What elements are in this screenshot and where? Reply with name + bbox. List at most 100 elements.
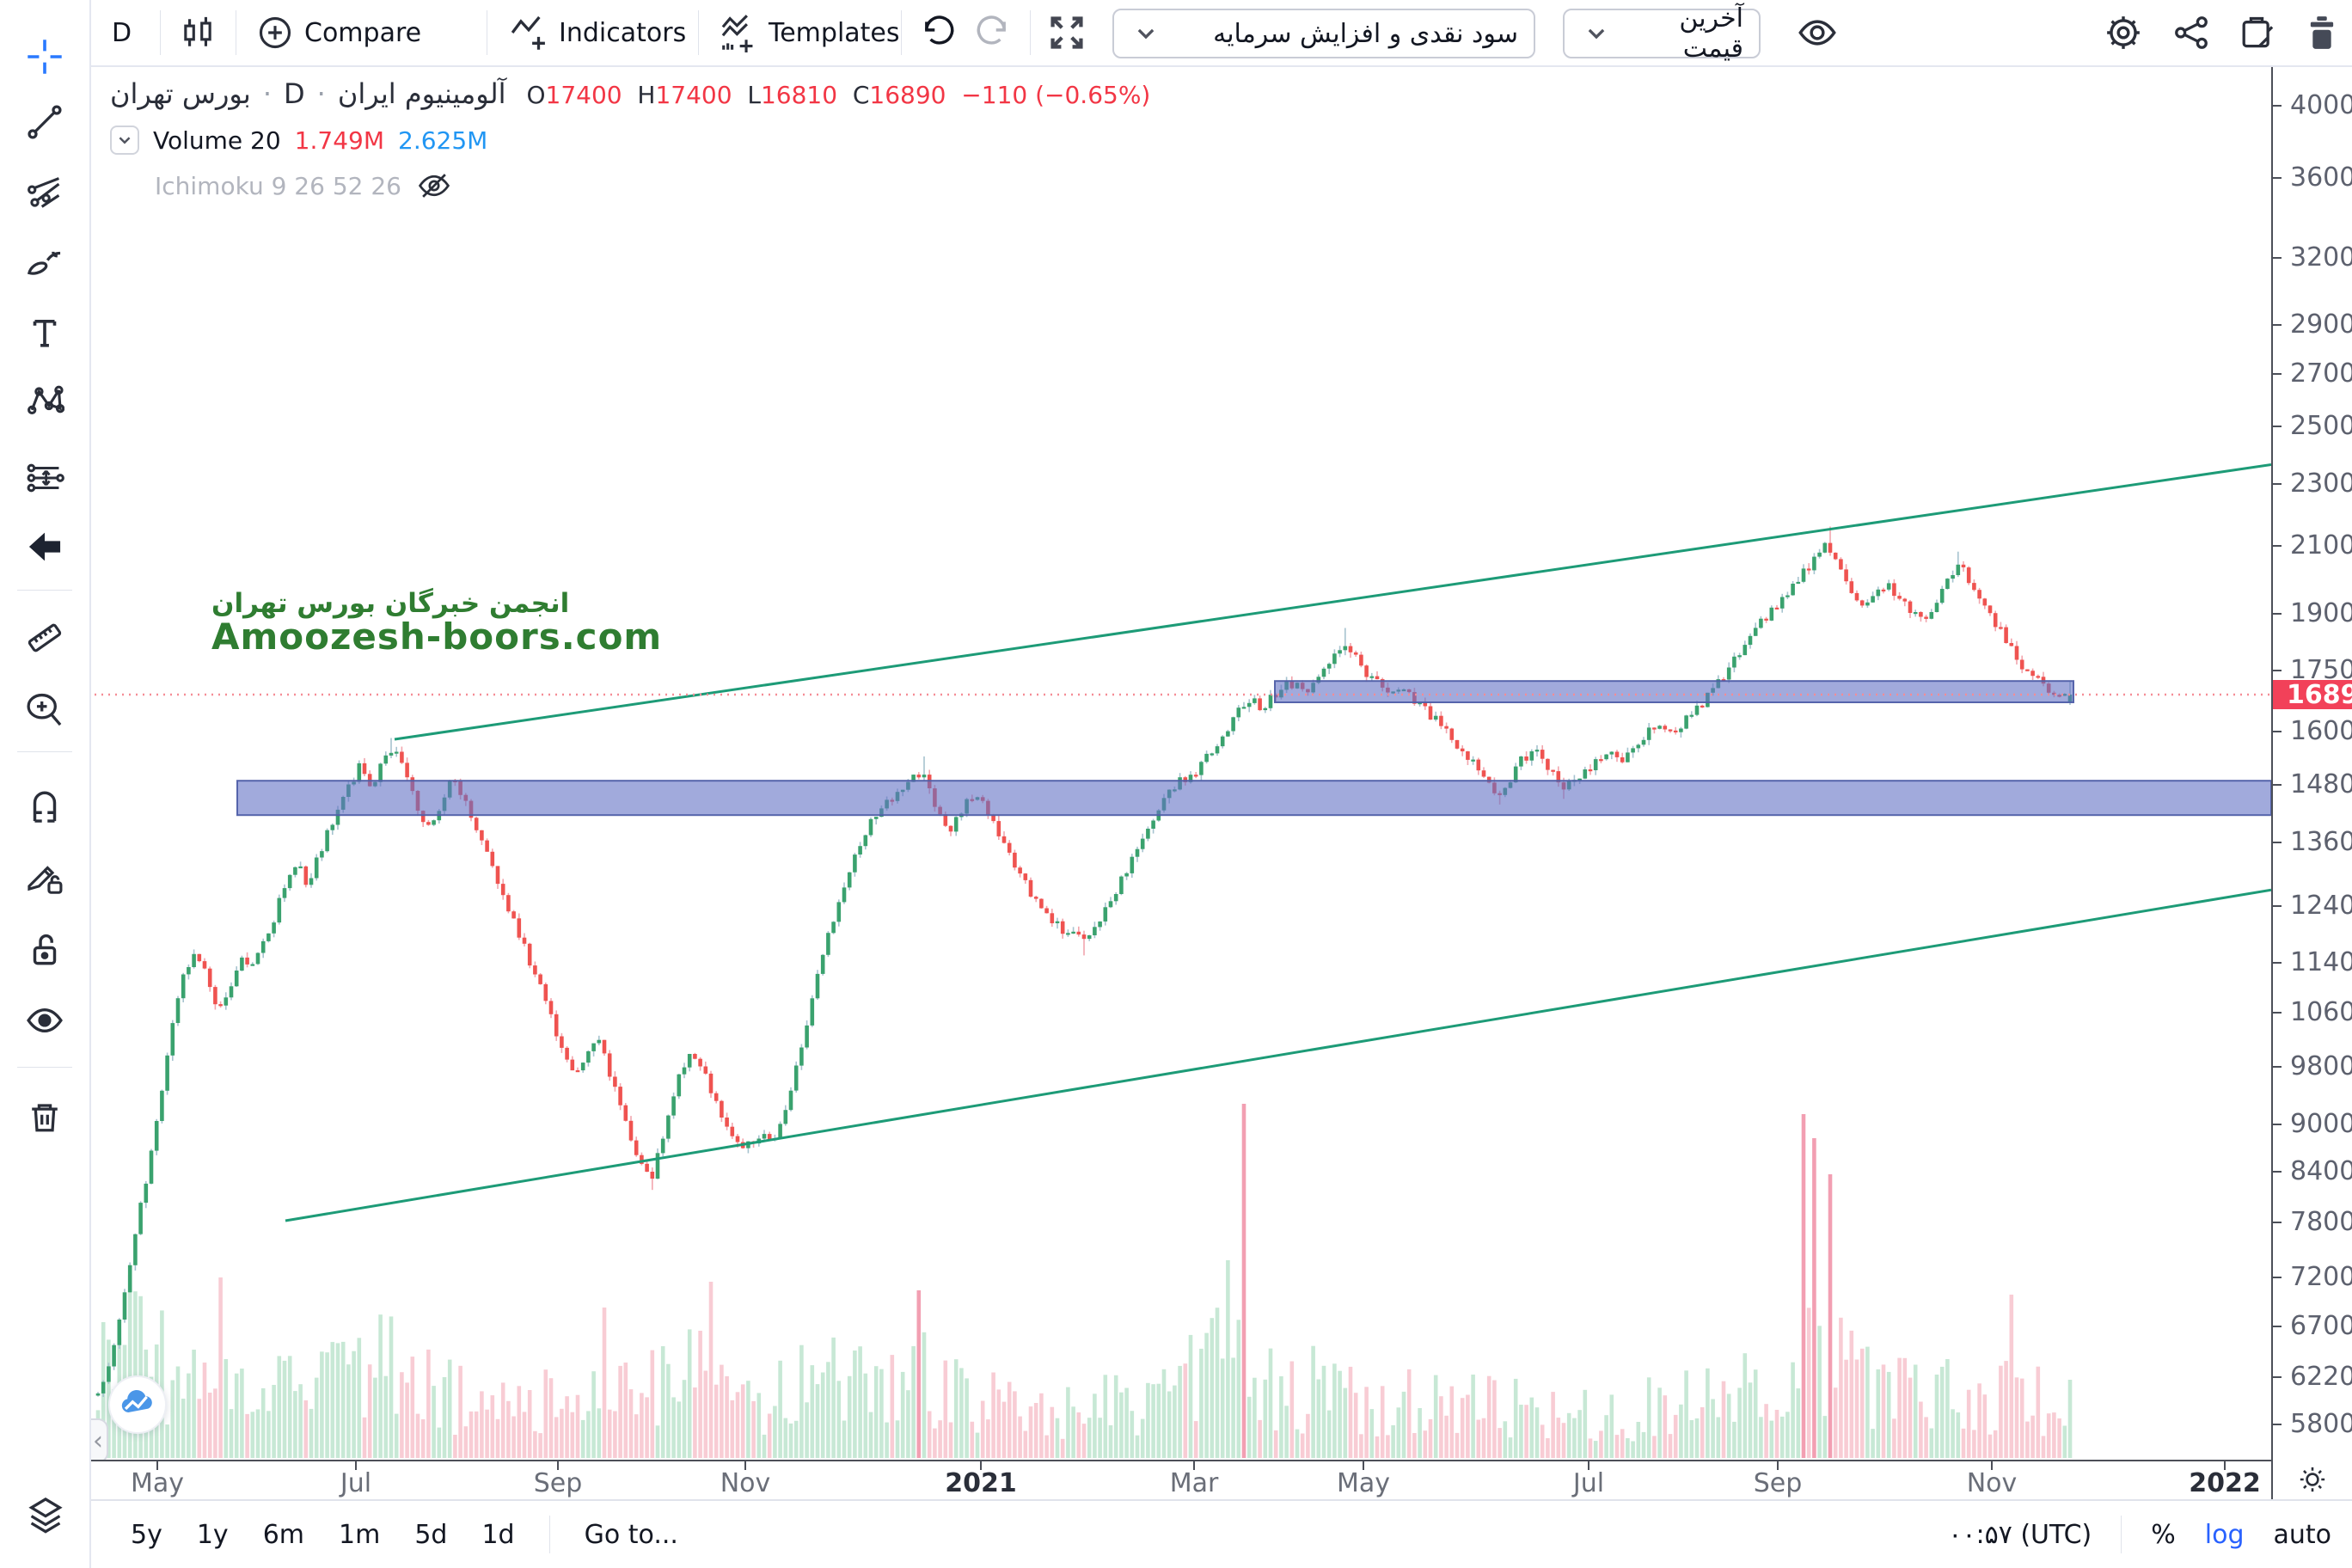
projection-tool-icon[interactable] <box>22 456 67 500</box>
text-tool-icon[interactable] <box>22 310 67 355</box>
hide-drawings-eye-icon[interactable] <box>22 998 67 1043</box>
range-button-6m[interactable]: 6m <box>262 1519 304 1550</box>
candle-body <box>1013 852 1017 868</box>
volume-bar <box>948 1422 953 1458</box>
volume-bar <box>1050 1406 1055 1458</box>
volume-bar <box>1706 1368 1710 1458</box>
goto-button[interactable]: Go to... <box>584 1519 678 1550</box>
trend-line[interactable] <box>394 463 2271 741</box>
undo-button[interactable] <box>920 0 958 65</box>
auto-scale-button[interactable]: auto <box>2273 1519 2331 1550</box>
candle-body <box>1204 753 1209 763</box>
lock-all-icon[interactable] <box>22 928 67 972</box>
drawing-lock-icon[interactable] <box>22 855 67 900</box>
volume-bar <box>815 1384 820 1458</box>
zoom-in-tool-icon[interactable] <box>22 687 67 732</box>
volume-bar <box>687 1329 692 1458</box>
corporate-actions-dropdown[interactable]: سود نقدی و افزایش سرمایه <box>1112 9 1535 58</box>
pattern-tool-icon[interactable] <box>22 379 67 424</box>
delete-panel-button[interactable] <box>2302 0 2342 65</box>
candle-body <box>1646 727 1651 740</box>
fullscreen-button[interactable] <box>1047 0 1087 65</box>
volume-bar <box>1886 1371 1891 1458</box>
volume-bar <box>1711 1399 1715 1458</box>
range-button-5d[interactable]: 5d <box>414 1519 448 1550</box>
watch-eye-button[interactable] <box>1797 0 1838 65</box>
volume-bar <box>282 1360 287 1458</box>
volume-bar <box>805 1402 809 1458</box>
volume-bar <box>458 1365 462 1458</box>
chart-canvas[interactable] <box>91 67 2271 1460</box>
volume-bar <box>853 1351 857 1458</box>
price-tick-label: 29000 <box>2290 309 2352 340</box>
candle-body <box>868 818 873 836</box>
clock-utc[interactable]: ۰۰:۵۷ (UTC) <box>1948 1519 2092 1550</box>
volume-bar <box>330 1342 335 1458</box>
magnet-tool-icon[interactable] <box>22 783 67 828</box>
candle-body <box>426 822 431 825</box>
volume-bar <box>1583 1389 1588 1458</box>
gann-fib-tool-icon[interactable] <box>22 170 67 215</box>
collapse-toolbar-tab[interactable]: ‹ <box>91 1418 108 1460</box>
candle-body <box>783 1110 788 1124</box>
redo-button[interactable] <box>973 0 1011 65</box>
candle-body <box>1684 715 1688 729</box>
axis-settings-corner[interactable] <box>2271 1460 2352 1499</box>
volume-bar <box>1044 1435 1049 1458</box>
range-button-5y[interactable]: 5y <box>131 1519 162 1550</box>
share-button[interactable] <box>2171 0 2211 65</box>
candle-body <box>1028 879 1033 897</box>
candle-body <box>1210 753 1215 756</box>
price-tick-label: 25000 <box>2290 411 2352 442</box>
volume-bar <box>1508 1437 1513 1458</box>
trend-line-tool-icon[interactable] <box>22 100 67 144</box>
log-scale-button[interactable]: log <box>2204 1519 2245 1550</box>
trend-line[interactable] <box>285 888 2271 1222</box>
sr-zone-band[interactable] <box>236 780 2271 817</box>
candle-body <box>1093 927 1097 935</box>
indicators-button[interactable]: Indicators <box>509 0 686 65</box>
percent-scale-button[interactable]: % <box>2151 1519 2176 1550</box>
price-mode-dropdown[interactable]: آخرین قیمت <box>1563 3 1761 64</box>
range-button-1m[interactable]: 1m <box>339 1519 381 1550</box>
volume-bar <box>175 1366 181 1458</box>
arrow-tool-icon[interactable] <box>22 524 67 569</box>
volume-bar <box>1124 1387 1129 1458</box>
templates-button[interactable]: Templates <box>719 0 900 65</box>
chart-pane[interactable]: انجمن خبرگان بورس تهران Amoozesh-boors.c… <box>91 67 2271 1460</box>
volume-bar <box>543 1369 548 1458</box>
candle-body <box>266 933 271 941</box>
object-tree-layers-icon[interactable] <box>23 1492 68 1537</box>
range-button-1d[interactable]: 1d <box>481 1519 515 1550</box>
candle-body <box>1455 739 1460 749</box>
brush-tool-icon[interactable] <box>22 241 67 285</box>
price-tick-label: 13600 <box>2290 827 2352 858</box>
provider-logo[interactable] <box>108 1375 167 1434</box>
price-axis[interactable]: 16890 40000 36000 32000 29000 27000 25000 2300… <box>2271 67 2352 1460</box>
time-axis[interactable]: May Jul Sep Nov 2021 Mar May Jul Sep Nov 2022 <box>91 1460 2271 1499</box>
settings-button[interactable] <box>2103 0 2144 65</box>
eye-slash-icon[interactable] <box>417 168 451 203</box>
legend-collapse-chevron[interactable] <box>110 126 139 155</box>
range-button-1y[interactable]: 1y <box>196 1519 229 1550</box>
remove-drawings-trash-icon[interactable] <box>22 1095 67 1140</box>
measure-tool-icon[interactable] <box>22 616 67 660</box>
candle-body <box>127 1265 132 1293</box>
chart-style-button[interactable] <box>179 0 217 65</box>
candle-body <box>1977 590 1981 599</box>
candle-body <box>2019 659 2024 670</box>
volume-bar <box>1753 1369 1758 1458</box>
volume-bar <box>911 1345 916 1458</box>
crosshair-tool-icon[interactable] <box>22 34 67 79</box>
interval-button[interactable]: D <box>112 0 132 65</box>
sr-zone-band[interactable] <box>1274 680 2074 704</box>
snapshot-button[interactable] <box>2237 0 2276 65</box>
volume-bar <box>400 1372 404 1458</box>
compare-button[interactable]: Compare <box>256 0 421 65</box>
volume-bar <box>863 1373 868 1458</box>
volume-bar <box>1071 1406 1075 1458</box>
volume-bar <box>1796 1388 1801 1458</box>
price-tick-dash <box>2273 1171 2282 1173</box>
volume-bar <box>826 1362 830 1458</box>
volume-bar <box>1988 1434 1993 1458</box>
